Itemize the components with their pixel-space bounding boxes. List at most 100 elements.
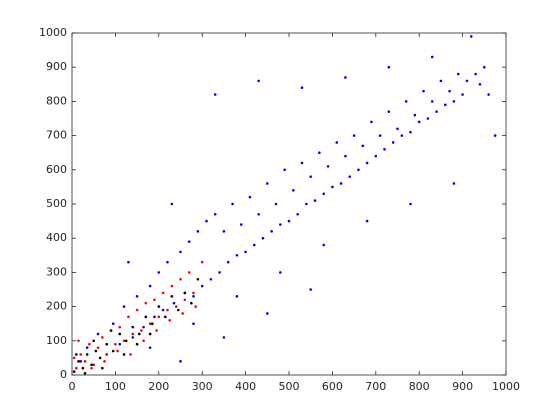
x-tick-label: 0 xyxy=(69,380,76,393)
point xyxy=(122,305,126,308)
point xyxy=(222,336,226,339)
point xyxy=(72,370,76,373)
point xyxy=(142,325,145,329)
point xyxy=(465,79,469,83)
point xyxy=(172,301,176,305)
point xyxy=(90,363,93,367)
point xyxy=(430,100,434,103)
point xyxy=(279,271,282,274)
point xyxy=(196,230,200,233)
point xyxy=(478,83,482,86)
point xyxy=(96,346,100,349)
point xyxy=(164,315,167,319)
point xyxy=(105,342,109,346)
point xyxy=(109,329,113,332)
point xyxy=(248,195,252,199)
point xyxy=(140,329,143,332)
point xyxy=(161,291,165,295)
point xyxy=(170,295,174,298)
point xyxy=(417,120,421,124)
plot-area xyxy=(72,33,506,375)
point xyxy=(257,212,260,216)
point xyxy=(365,161,369,165)
point xyxy=(244,250,247,254)
point xyxy=(137,332,141,336)
x-tick-label: 1000 xyxy=(492,380,520,393)
point xyxy=(118,342,122,346)
point xyxy=(239,223,243,226)
point xyxy=(181,312,184,315)
y-tick-label: 400 xyxy=(46,231,67,244)
point xyxy=(179,277,182,281)
point xyxy=(426,117,430,120)
point xyxy=(75,353,78,356)
y-tick-label: 100 xyxy=(46,334,67,347)
point xyxy=(101,336,104,339)
x-tick-label: 900 xyxy=(452,380,473,393)
point xyxy=(452,182,456,185)
point xyxy=(404,100,408,103)
point xyxy=(344,154,347,158)
point xyxy=(94,349,98,353)
point xyxy=(155,329,158,332)
point xyxy=(339,182,343,185)
x-tick-label: 200 xyxy=(148,380,169,393)
point xyxy=(118,332,122,336)
point xyxy=(92,339,95,343)
point xyxy=(348,175,352,178)
point xyxy=(196,277,200,281)
point xyxy=(391,141,395,144)
point xyxy=(83,371,87,375)
point xyxy=(344,76,347,79)
point xyxy=(300,161,304,165)
point xyxy=(322,243,326,247)
point xyxy=(127,260,130,264)
point xyxy=(309,288,313,291)
point xyxy=(90,366,93,370)
point xyxy=(88,342,91,346)
y-tick-label: 500 xyxy=(46,197,67,210)
point xyxy=(231,202,234,206)
point xyxy=(179,250,182,254)
point xyxy=(135,342,139,346)
point xyxy=(357,168,360,172)
point xyxy=(127,315,130,319)
point xyxy=(179,360,182,363)
x-tick-label: 500 xyxy=(279,380,300,393)
point xyxy=(81,366,85,370)
point xyxy=(77,339,80,343)
point xyxy=(177,308,180,312)
point xyxy=(287,219,291,223)
point xyxy=(111,322,115,326)
point xyxy=(129,353,132,356)
point xyxy=(326,165,330,168)
x-tick-label: 800 xyxy=(409,380,430,393)
point xyxy=(161,308,165,312)
point xyxy=(135,308,139,312)
point xyxy=(168,318,171,322)
point xyxy=(370,120,373,124)
point xyxy=(131,325,135,329)
point xyxy=(435,110,438,113)
point xyxy=(148,322,152,326)
point xyxy=(79,353,82,356)
y-tick-label: 300 xyxy=(46,265,67,278)
point xyxy=(266,312,269,315)
point xyxy=(400,134,404,137)
point xyxy=(85,346,89,349)
point xyxy=(487,93,490,96)
point xyxy=(252,243,256,247)
point xyxy=(378,134,382,137)
point xyxy=(187,271,191,274)
marks xyxy=(72,35,497,375)
point xyxy=(409,130,412,134)
point xyxy=(131,332,135,336)
point xyxy=(148,346,152,349)
point xyxy=(157,315,161,319)
point xyxy=(274,202,278,206)
point xyxy=(235,295,239,298)
point xyxy=(318,151,321,154)
point xyxy=(213,93,217,96)
point xyxy=(85,353,89,356)
